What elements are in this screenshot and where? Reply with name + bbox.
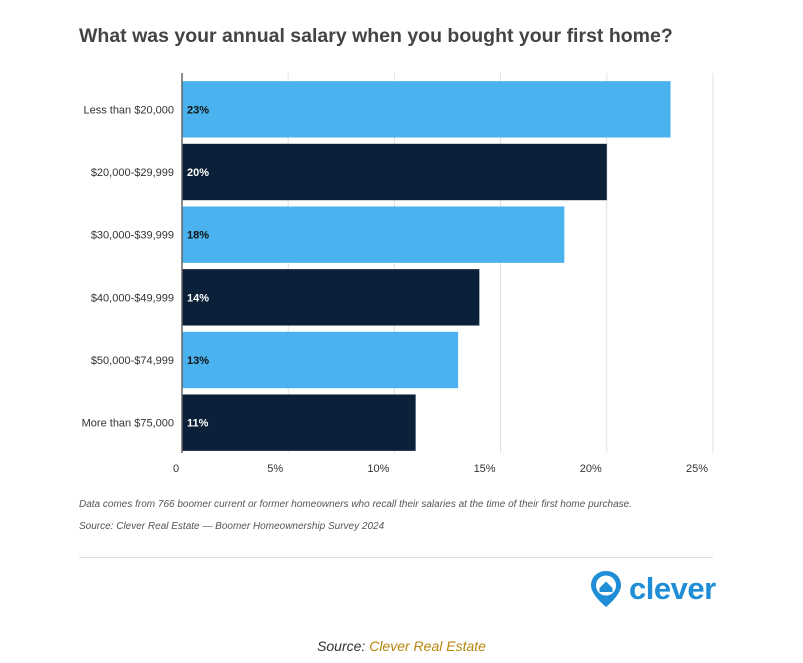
category-label: $30,000-$39,999	[91, 230, 174, 242]
data-label: 18%	[187, 230, 209, 242]
data-label: 14%	[187, 292, 209, 304]
data-label: 13%	[187, 355, 209, 367]
source-link[interactable]: Clever Real Estate	[369, 638, 486, 654]
caption-prefix: Source:	[317, 638, 370, 654]
bar	[182, 269, 480, 326]
data-label: 23%	[187, 104, 209, 116]
chart-card: What was your annual salary when you bou…	[79, 25, 716, 609]
category-label: More than $75,000	[82, 418, 174, 430]
chart-source-note: Source: Clever Real Estate — Boomer Home…	[79, 521, 385, 532]
data-label: 11%	[187, 418, 209, 430]
category-label: Less than $20,000	[83, 104, 174, 116]
bar	[182, 206, 565, 263]
chart-note: Data comes from 766 boomer current or fo…	[79, 499, 633, 510]
data-label: 20%	[187, 167, 209, 179]
bar	[182, 394, 416, 451]
bar-chart: Less than $20,000 23% $20,000-$29,999 20% $3…	[82, 73, 714, 475]
bar	[182, 81, 671, 138]
logo-wordmark: clever	[629, 571, 716, 606]
bar	[182, 331, 459, 389]
x-tick-label: 0	[173, 463, 179, 475]
category-label: $20,000-$29,999	[91, 167, 174, 179]
x-tick-label: 20%	[580, 463, 602, 475]
x-tick-label: 15%	[474, 463, 496, 475]
category-label: $50,000-$74,999	[91, 355, 174, 367]
bar	[182, 143, 607, 201]
chart-title: What was your annual salary when you bou…	[79, 25, 673, 47]
divider	[79, 557, 713, 558]
x-tick-label: 10%	[367, 463, 389, 475]
home-pin-icon	[591, 571, 621, 607]
x-tick-label: 25%	[686, 463, 708, 475]
x-tick-label: 5%	[267, 463, 283, 475]
clever-logo[interactable]: clever	[589, 569, 716, 609]
image-caption: Source: Clever Real Estate	[0, 638, 803, 654]
category-label: $40,000-$49,999	[91, 292, 174, 304]
